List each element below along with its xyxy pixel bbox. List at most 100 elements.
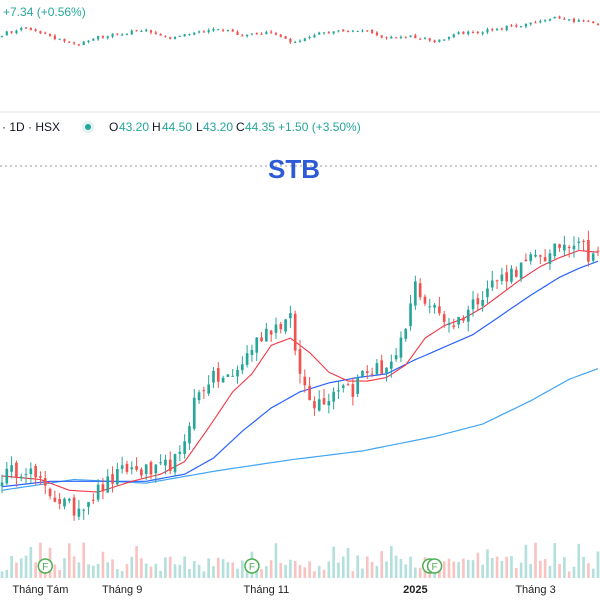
candle [216,362,220,388]
candle-body [481,299,484,306]
volume-bar [130,556,134,578]
index-candle-body [481,32,484,34]
index-candle [322,32,326,35]
candle [130,461,134,475]
candle-body [67,498,71,501]
candle-body [548,253,552,264]
candle [337,380,340,400]
index-candle-body [294,42,297,44]
index-candle-body [149,30,153,33]
volume-bar [529,563,533,578]
candle-body [173,454,177,473]
ma-mid-line [1,260,599,488]
index-candle [197,30,201,34]
volume-bar [159,570,162,578]
index-candle-body [515,25,518,27]
index-candle-body [10,31,13,33]
index-candle-body [193,32,196,35]
index-candle-body [116,33,119,35]
candle-body [438,306,441,314]
candle [558,243,561,252]
index-candle-body [452,34,455,38]
index-candle-body [159,33,162,36]
candle [231,368,235,377]
index-candle [15,29,18,35]
candle-body [231,375,235,377]
index-candle [34,28,37,32]
volume-bar [587,563,590,578]
candle-body [120,465,124,469]
event-marker[interactable]: F [37,558,54,574]
volume-bar [293,560,297,578]
index-candle [587,20,590,23]
index-candle-body [539,21,542,23]
candle [58,493,61,510]
candle [111,466,114,493]
index-candle [82,40,85,46]
candle-body [255,337,259,353]
index-candle-body [284,36,287,39]
candle [269,329,273,342]
index-candle [346,30,350,33]
candle-body [144,464,148,474]
candle-body [221,377,225,383]
index-candle [53,34,56,41]
candle-body [192,397,196,429]
index-candle-body [423,38,427,40]
candle-body [356,377,359,394]
index-candle [520,25,523,28]
candle [308,377,311,401]
index-candle [486,27,489,34]
index-candle [0,35,4,38]
index-candle-body [289,38,292,43]
candle [471,290,475,317]
index-candle [87,40,90,44]
index-candle [111,33,114,39]
index-candle-body [342,29,345,32]
volume-bar [399,558,403,578]
candle [442,310,446,328]
index-candle [121,33,124,37]
event-marker[interactable]: F [426,558,443,574]
index-candle [510,23,513,28]
candle-body [82,509,86,511]
ma-mid-path [1,260,599,488]
index-candle-body [500,28,503,30]
index-candle-body [24,27,28,29]
index-candle [505,25,508,32]
candle-body [106,476,110,493]
index-candle-body [173,36,177,39]
volume-bar [486,549,489,578]
volume-bar [15,562,18,578]
volume-bar [505,556,508,578]
candle-body [543,257,547,262]
index-candle-body [438,39,441,42]
event-marker-circle [426,558,443,574]
candle-body [63,498,66,507]
index-pane [0,15,600,47]
index-candle-body [592,21,595,24]
index-candle-body [63,39,66,42]
candle [591,251,595,264]
index-candle [462,31,465,35]
index-candle [226,29,229,32]
index-candle-body [97,35,100,40]
candle-body [29,468,33,475]
index-candle-body [0,35,4,37]
volume-bar [313,571,316,578]
index-candle [337,30,340,33]
candle [548,249,552,271]
event-marker[interactable]: F [244,558,260,574]
volume-bar [183,556,186,578]
index-candle-body [58,38,61,40]
candle [332,387,335,410]
candle-body [111,474,114,484]
candle [82,508,86,520]
index-candle [231,28,234,32]
volume-bar [303,567,307,578]
index-candle [260,32,263,35]
candle-body [462,317,465,321]
candle [5,461,9,486]
volume-bar [216,557,220,578]
index-candle-body [270,31,273,33]
